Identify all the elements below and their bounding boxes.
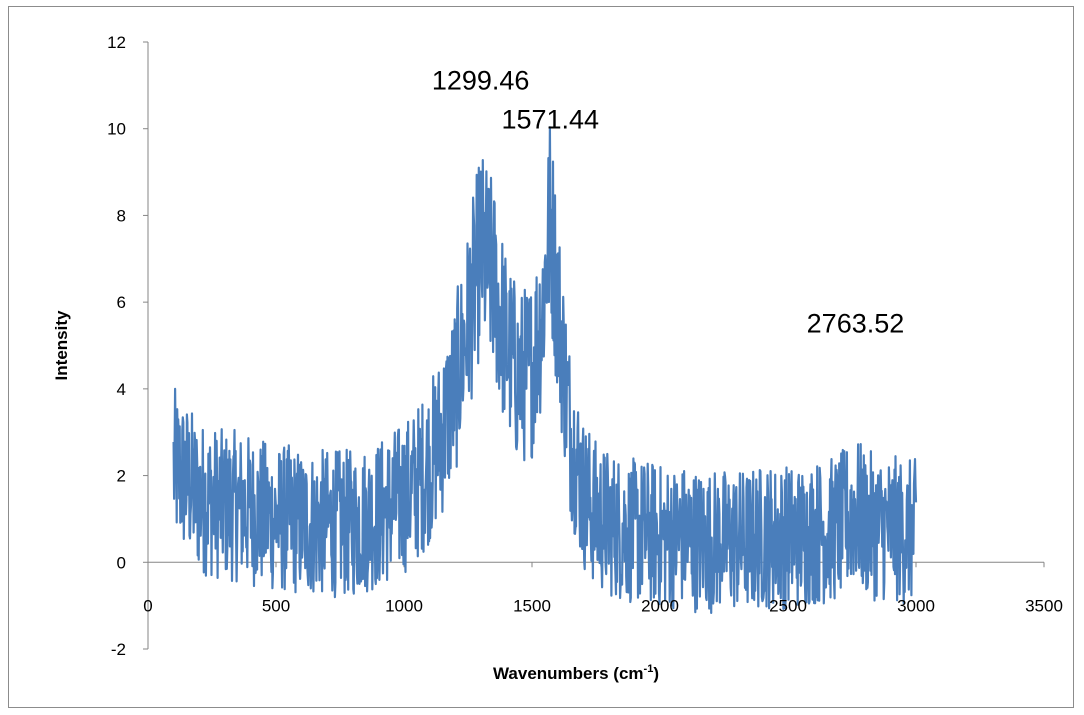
- peak-annotation: 1571.44: [501, 105, 599, 135]
- x-tick-label: 1000: [385, 596, 423, 615]
- x-axis-title-suffix: ): [653, 664, 659, 683]
- labels-layer: -2 0 2 4 6 8 10 12 0 500 1000 1500 2000 2500 3000 3500 W…: [52, 33, 1063, 683]
- x-tick-label: 2000: [641, 596, 679, 615]
- y-tick-label: 2: [117, 467, 126, 486]
- spectrum-line: [172, 126, 918, 615]
- y-tick-label: -2: [111, 640, 126, 659]
- y-axis-title: Intensity: [52, 310, 71, 380]
- x-tick-label: 3500: [1025, 596, 1063, 615]
- series-layer: [172, 126, 918, 615]
- x-tick-label: 3000: [897, 596, 935, 615]
- x-tick-label: 2500: [769, 596, 807, 615]
- y-tick-label: 10: [107, 120, 126, 139]
- x-axis-title: Wavenumbers (cm-1): [493, 663, 659, 683]
- x-tick-label: 1500: [513, 596, 551, 615]
- spectrum-chart: -2 0 2 4 6 8 10 12 0 500 1000 1500 2000 2500 3000 3500 W…: [52, 33, 1063, 683]
- chart-frame: -2 0 2 4 6 8 10 12 0 500 1000 1500 2000 2500 3000 3500 W…: [8, 6, 1074, 708]
- y-tick-label: 8: [117, 206, 126, 225]
- x-tick-label: 0: [143, 596, 152, 615]
- peak-annotation: 2763.52: [807, 308, 905, 338]
- y-tick-label: 0: [117, 553, 126, 572]
- x-axis-title-superscript: -1: [644, 663, 654, 675]
- y-tick-label: 12: [107, 33, 126, 52]
- peak-annotation: 1299.46: [432, 66, 530, 96]
- y-tick-label: 4: [117, 380, 126, 399]
- y-tick-label: 6: [117, 293, 126, 312]
- x-tick-label: 500: [262, 596, 290, 615]
